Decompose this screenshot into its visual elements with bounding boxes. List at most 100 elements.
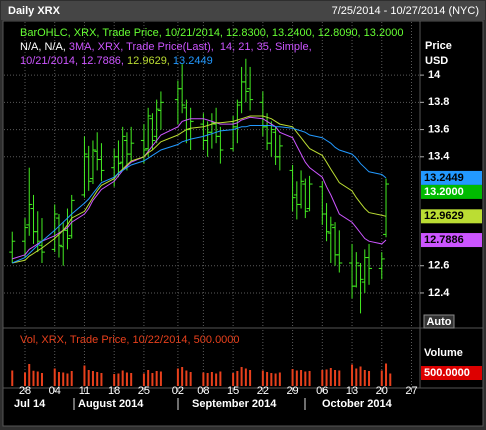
volume-legend: Vol, XRX, Trade Price, 10/22/2014, 500.0… — [20, 334, 240, 346]
volume-bar — [130, 373, 133, 386]
date-range: 7/25/2014 - 10/27/2014 (NYC) — [332, 5, 479, 17]
ohlc-bar — [268, 121, 275, 157]
ohlc-bar — [68, 194, 75, 239]
x-tick-label: 06 — [316, 385, 328, 397]
volume-bar — [334, 370, 337, 386]
moving-average-line — [12, 125, 387, 264]
x-tick-label: 04 — [49, 385, 61, 397]
ohlc-bar — [26, 167, 33, 236]
month-label: October 2014 — [322, 398, 393, 410]
y-tick-label: 13.6 — [428, 123, 449, 135]
y-tick-label: 12.6 — [428, 260, 449, 272]
volume-bar — [274, 373, 277, 386]
legend-text: BarOHLC, XRX, Trade Price, 10/21/2014, 1… — [20, 27, 403, 39]
ohlc-bar — [302, 178, 309, 219]
volume-bar — [117, 373, 120, 386]
volume-bar — [202, 372, 205, 386]
x-tick-label: 11 — [79, 385, 90, 397]
ohlc-bar — [98, 143, 105, 182]
month-label: September 2014 — [192, 398, 277, 410]
volume-bar — [338, 370, 341, 386]
y-axis-label: Price — [425, 40, 452, 52]
ohlc-bar — [9, 231, 16, 264]
x-tick-label: 25 — [138, 385, 150, 397]
ohlc-bar — [378, 252, 385, 280]
volume-bar — [359, 366, 362, 386]
x-tick-label: 02 — [172, 385, 184, 397]
volume-bar — [219, 371, 222, 386]
value-box — [421, 184, 482, 199]
volume-bar — [70, 371, 73, 386]
x-tick-label: 29 — [286, 385, 298, 397]
legend-line: N/A, N/A, 3MA, XRX, Trade Price(Last), 1… — [20, 41, 312, 53]
value-box-label: 13.2000 — [424, 186, 464, 198]
volume-bar — [380, 370, 383, 386]
volume-bar — [57, 372, 60, 386]
volume-bar — [113, 374, 116, 386]
volume-bar — [295, 370, 298, 386]
legend-line: BarOHLC, XRX, Trade Price, 10/21/2014, 1… — [20, 27, 403, 39]
y-tick-label: 14 — [428, 69, 441, 81]
x-tick-label: 27 — [405, 385, 417, 397]
volume-bar — [291, 369, 294, 386]
ohlc-bar — [187, 107, 194, 150]
value-box — [421, 209, 482, 224]
auto-label[interactable]: Auto — [426, 316, 451, 328]
volume-label: Volume — [424, 347, 463, 359]
volume-bar — [96, 372, 99, 386]
volume-bar — [321, 370, 324, 386]
volume-bar — [304, 371, 307, 386]
x-tick-label: 15 — [227, 385, 239, 397]
auto-button[interactable] — [423, 314, 455, 329]
ohlc-bar — [217, 126, 224, 164]
ohlc-bar — [81, 136, 88, 198]
volume-bar — [355, 368, 358, 386]
volume-bar — [32, 370, 35, 386]
ohlc-bar — [89, 140, 96, 185]
volume-bar — [11, 370, 14, 386]
volume-bar — [159, 371, 162, 386]
x-tick-label: 13 — [346, 385, 358, 397]
legend-text: 3MA, XRX, Trade Price(Last), 14, 21, 35,… — [69, 41, 312, 53]
ohlc-bar — [276, 135, 283, 171]
ohlc-bar — [336, 230, 343, 273]
y-tick-label: 12.4 — [428, 287, 450, 299]
ohlc-bar — [179, 64, 186, 114]
volume-bar — [87, 370, 90, 386]
value-box-label: 500.0000 — [424, 367, 470, 379]
volume-bar — [125, 372, 128, 386]
ohlc-bar — [128, 126, 135, 163]
volume-bar — [351, 364, 354, 386]
chart-title: Daily XRX — [8, 5, 61, 17]
ohlc-bar — [306, 175, 313, 212]
volume-bar — [249, 370, 252, 386]
moving-average-line — [12, 115, 387, 264]
ohlc-bar — [85, 145, 92, 191]
x-tick-label: 28 — [19, 385, 31, 397]
volume-bar — [66, 373, 69, 386]
ohlc-bar — [357, 263, 364, 314]
ohlc-bar — [145, 107, 152, 157]
volume-bar — [206, 373, 209, 386]
volume-bar — [151, 373, 154, 386]
x-tick-label: 22 — [257, 385, 269, 397]
volume-bar — [363, 370, 366, 386]
legend-text: 13.2449 — [173, 55, 213, 67]
volume-bar — [244, 368, 247, 386]
y-tick-label: 13.8 — [428, 96, 449, 108]
volume-bar — [23, 372, 26, 386]
volume-bar — [40, 373, 43, 386]
volume-bar — [389, 373, 392, 386]
month-label: August 2014 — [78, 398, 144, 410]
volume-bar — [385, 363, 388, 386]
volume-bar — [325, 369, 328, 386]
volume-bar — [91, 371, 94, 386]
ohlc-bar — [383, 178, 390, 238]
ohlc-bar — [64, 208, 71, 250]
chart-area — [2, 20, 484, 427]
ohlc-bar — [353, 252, 360, 288]
volume-bar — [147, 370, 150, 386]
volume-bar — [236, 371, 239, 386]
volume-bar — [28, 364, 31, 386]
